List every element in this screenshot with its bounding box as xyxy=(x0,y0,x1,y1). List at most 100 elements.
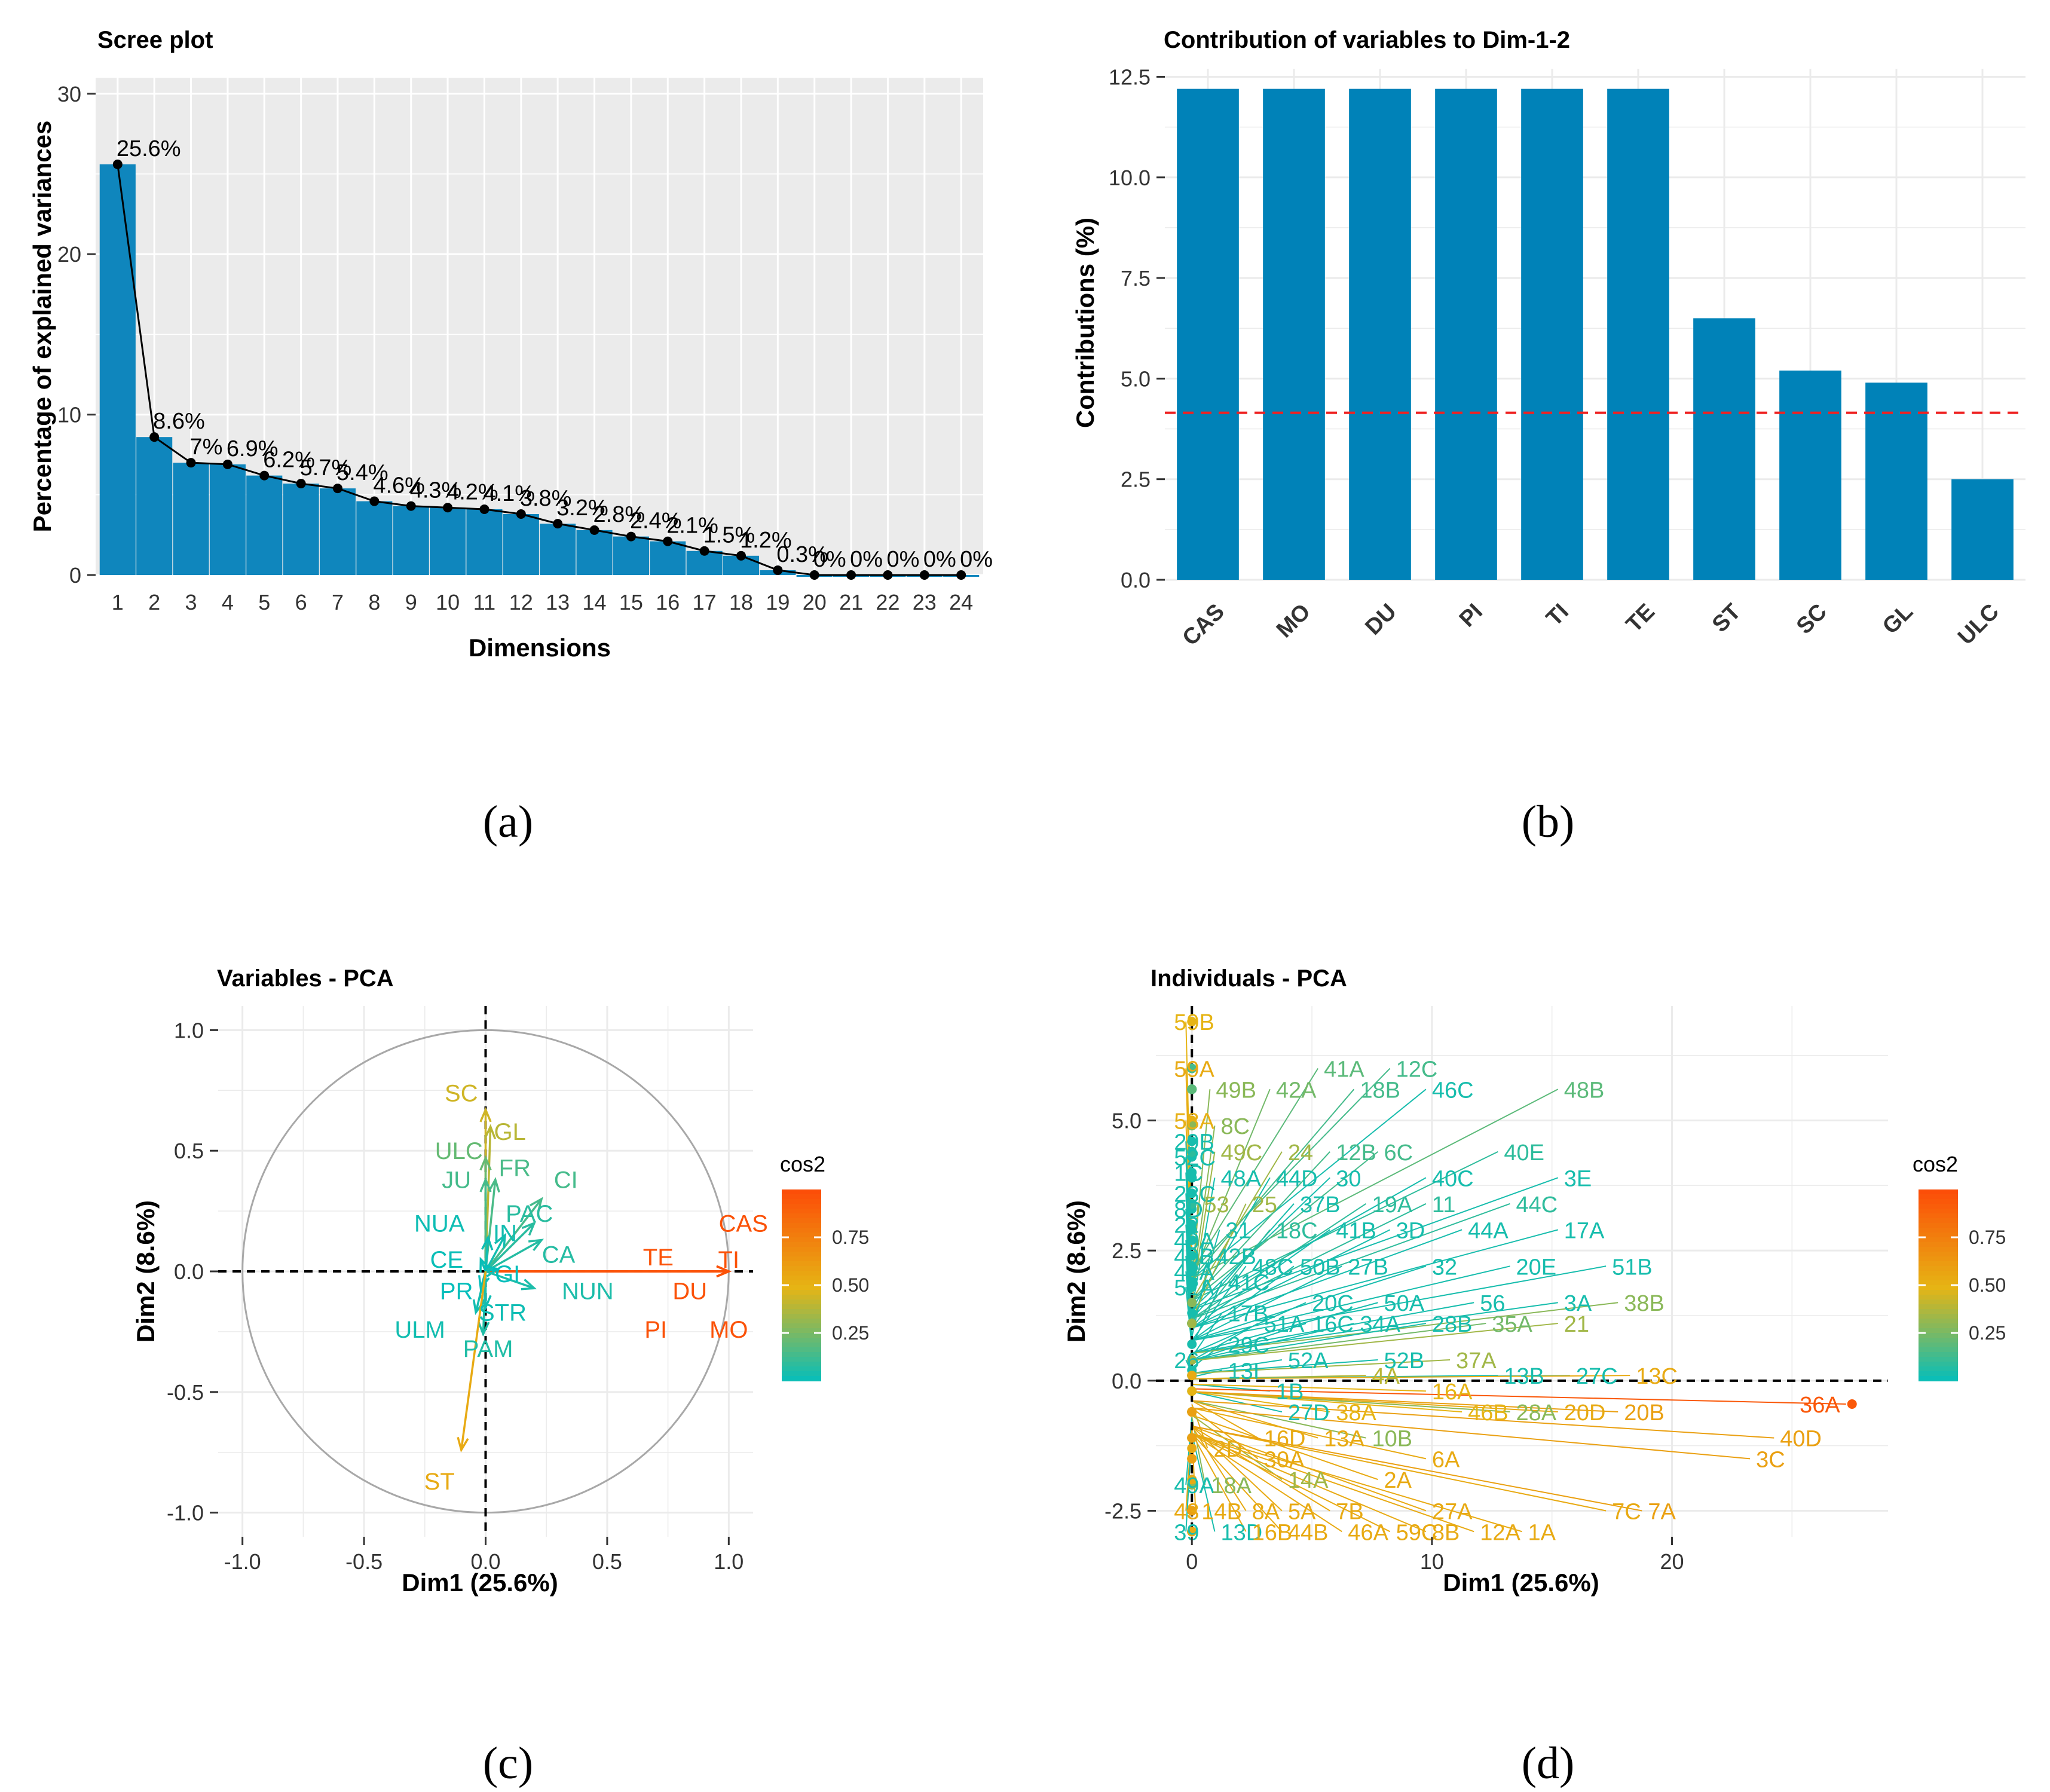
var-pca-colorbar-segment xyxy=(782,1194,821,1200)
scree-x-tick-label: 13 xyxy=(546,590,570,614)
var-pca-arrowhead xyxy=(716,1265,732,1278)
scree-x-tick-label: 21 xyxy=(839,590,863,614)
ind-pca-label-segment xyxy=(1191,1400,1259,1439)
scree-y-tick-label: 0 xyxy=(69,563,81,588)
var-pca-colorbar-segment xyxy=(782,1290,821,1295)
ind-pca-label-segment xyxy=(1192,1407,1427,1460)
ind-pca-point-label: 46B xyxy=(1468,1400,1509,1426)
var-pca-vector-label: STR xyxy=(479,1300,527,1326)
ind-pca-point-label: 7C xyxy=(1612,1499,1641,1524)
ind-pca-point-label: 50A xyxy=(1384,1291,1425,1316)
scree-data-label: 1.5% xyxy=(703,523,755,548)
var-pca-colorbar-segment xyxy=(782,1338,821,1343)
ind-pca-colorbar-segment xyxy=(1919,1194,1958,1200)
var-pca-vector xyxy=(485,1270,535,1289)
ind-pca-point xyxy=(1187,1433,1197,1443)
scree-x-tick-label: 11 xyxy=(473,590,495,614)
ind-pca-point-label: 41B xyxy=(1336,1218,1376,1243)
var-pca-vector-label: CA xyxy=(542,1242,576,1268)
scree-point xyxy=(846,570,856,580)
ind-pca-point-label: 49B xyxy=(1216,1078,1256,1103)
ind-pca-label-segment xyxy=(1191,1177,1330,1310)
ind-pca-colorbar-segment xyxy=(1919,1343,1958,1348)
ind-pca-label-segment xyxy=(1191,1433,1391,1533)
scree-ylabel: Percentage of explained variances xyxy=(28,121,56,533)
ind-pca-label-segment xyxy=(1191,1433,1342,1533)
ind-pca-colorbar-segment xyxy=(1919,1304,1958,1310)
ind-pca-label-segment xyxy=(1191,1433,1522,1533)
var-pca-colorbar-segment xyxy=(782,1252,821,1257)
ind-pca-point xyxy=(1187,1407,1197,1417)
ind-pca-point-label: 49C xyxy=(1220,1140,1262,1166)
var-pca-vector-label: PAC xyxy=(506,1201,553,1227)
scree-data-label: 0% xyxy=(813,547,846,572)
var-pca-arrowhead xyxy=(457,1436,469,1453)
ind-pca-point xyxy=(1187,1173,1197,1183)
contrib-ylabel: Contributions (%) xyxy=(1071,218,1099,428)
ind-pca-point-label: 30A xyxy=(1264,1447,1305,1472)
var-pca-x-tick-label: -1.0 xyxy=(224,1549,261,1574)
ind-pca-colorbar-segment xyxy=(1919,1328,1958,1334)
var-pca-arrowhead xyxy=(479,1256,491,1273)
scree-data-label: 4.3% xyxy=(410,478,462,503)
ind-pca-point-label: 50B xyxy=(1300,1255,1341,1280)
scree-x-tick-label: 9 xyxy=(405,590,417,614)
scree-x-tick-label: 5 xyxy=(258,590,270,614)
ind-pca-point xyxy=(1187,1298,1197,1308)
scree-y-tick-label: 10 xyxy=(57,403,81,427)
var-pca-arrowhead xyxy=(528,1239,544,1251)
scree-line xyxy=(112,159,966,580)
var-pca-vector-label: GL xyxy=(494,1119,526,1145)
scree-point xyxy=(883,570,893,580)
var-pca-colorbar-segment xyxy=(782,1266,821,1271)
ind-pca-point-label: 20E xyxy=(1516,1255,1556,1280)
ind-pca-point-label: 8C xyxy=(1220,1114,1250,1139)
ind-pca-point-label: 58A xyxy=(1174,1109,1214,1134)
ind-pca-point-label: 16B xyxy=(1252,1520,1293,1545)
scree-point xyxy=(406,501,416,511)
var-pca-y-tick-label: -0.5 xyxy=(167,1380,204,1405)
var-pca-x-tick-label: -0.5 xyxy=(345,1549,383,1574)
ind-pca-colorbar-segment xyxy=(1919,1366,1958,1372)
ind-pca-point-label: 17B xyxy=(1228,1302,1268,1327)
var-pca-vector-label: NUA xyxy=(414,1210,465,1237)
scree-point xyxy=(296,479,306,489)
ind-pca-point xyxy=(1187,1527,1197,1537)
var-pca-colorbar-segment xyxy=(782,1218,821,1224)
ind-pca-point-label: 12B xyxy=(1336,1140,1376,1166)
var-pca-y-tick-label: 1.0 xyxy=(174,1018,204,1042)
var-pca-colorbar-segment xyxy=(782,1333,821,1338)
var-pca-arrowhead xyxy=(479,1107,492,1123)
scree-point xyxy=(112,159,123,169)
scree-data-label: 3.2% xyxy=(556,496,608,521)
ind-pca-point-label: 7A xyxy=(1648,1499,1676,1524)
ind-pca-label-segment xyxy=(1191,1151,1498,1301)
scree-point xyxy=(553,519,563,529)
scree-data-label: 6.2% xyxy=(263,448,315,473)
panel-label-b: (b) xyxy=(1522,797,1575,847)
ind-pca-y-tick-label: 0.0 xyxy=(1112,1369,1142,1393)
scree-point xyxy=(956,570,966,580)
var-pca-vector-label: TI xyxy=(718,1247,740,1273)
ind-pca-label-segment xyxy=(1191,1151,1330,1301)
var-pca-y-ticks: -1.0 -0.5 0.0 0.5 1.0 xyxy=(167,1018,218,1525)
var-pca-arrowhead xyxy=(479,1155,492,1171)
scree-x-tick-label: 10 xyxy=(436,590,460,614)
scree-point xyxy=(626,531,636,542)
ind-pca-label-segment xyxy=(1191,1068,1391,1272)
ind-pca-point-label: 21 xyxy=(1564,1312,1589,1337)
ind-pca-point-label: 29C xyxy=(1228,1333,1269,1358)
ind-pca-label-segment xyxy=(1191,1229,1391,1329)
ind-pca-colorbar-segment xyxy=(1919,1357,1958,1362)
ind-pca-point-label: 44C xyxy=(1516,1192,1558,1218)
contrib-y-tick-label: 7.5 xyxy=(1121,266,1151,290)
ind-pca-point-label: 56 xyxy=(1480,1291,1505,1316)
ind-pca-x-tick-label: 10 xyxy=(1420,1549,1444,1574)
ind-pca-label-segment xyxy=(1191,1323,1307,1362)
ind-pca-point-label: 42A xyxy=(1174,1260,1214,1285)
scree-data-label: 3.8% xyxy=(520,486,572,511)
ind-pca-colorbar-segment xyxy=(1919,1314,1958,1319)
panel-d-individuals-pca: Individuals - PCA 59B 59A 58A29B52C1C28C8D… xyxy=(1062,965,2006,1788)
